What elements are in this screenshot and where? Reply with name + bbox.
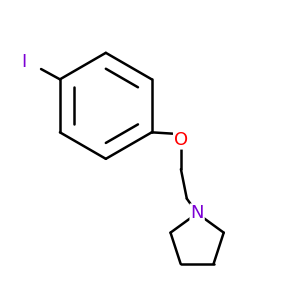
- Text: N: N: [190, 204, 204, 222]
- Text: I: I: [21, 53, 26, 71]
- Text: O: O: [174, 131, 188, 149]
